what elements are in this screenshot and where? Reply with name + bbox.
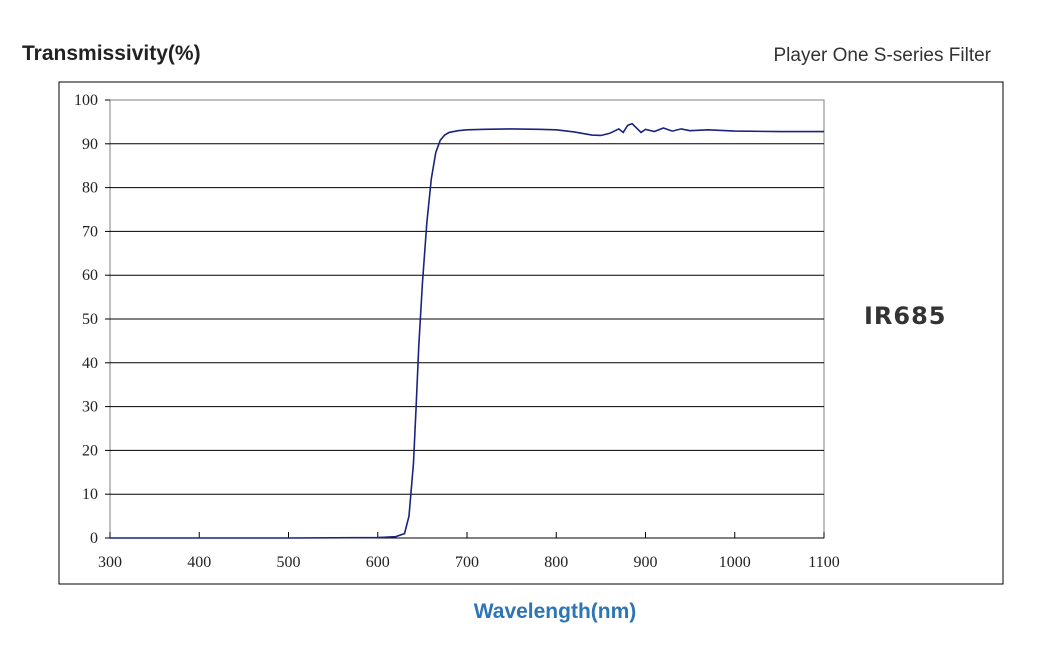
y-tick-label: 60 bbox=[82, 267, 98, 284]
filter-name-label: IR685 bbox=[864, 302, 947, 330]
chart-frame bbox=[58, 81, 1004, 585]
x-tick-label: 500 bbox=[277, 554, 301, 571]
y-tick-label: 20 bbox=[82, 442, 98, 459]
y-tick-label: 50 bbox=[82, 311, 98, 328]
y-tick-label: 30 bbox=[82, 399, 98, 416]
y-tick-label: 40 bbox=[82, 355, 98, 372]
y-axis-title: Transmissivity(%) bbox=[22, 42, 201, 65]
y-axis-ticks: 0 10 20 30 40 50 60 70 80 90 100 bbox=[74, 92, 110, 547]
grid-lines bbox=[110, 143, 824, 495]
transmission-curve bbox=[110, 122, 824, 539]
y-tick-label: 0 bbox=[90, 530, 98, 547]
chart-title: Player One S-series Filter bbox=[773, 45, 991, 66]
x-axis-ticks: 300 400 500 600 700 800 900 1000 1100 bbox=[98, 532, 840, 571]
x-tick-label: 1000 bbox=[719, 554, 751, 571]
x-tick-label: 900 bbox=[634, 554, 658, 571]
x-tick-label: 1100 bbox=[808, 554, 839, 571]
x-tick-label: 800 bbox=[544, 554, 568, 571]
x-tick-label: 300 bbox=[98, 554, 122, 571]
y-tick-label: 70 bbox=[82, 223, 98, 240]
y-tick-label: 100 bbox=[74, 92, 98, 109]
x-tick-label: 700 bbox=[455, 554, 479, 571]
y-tick-label: 80 bbox=[82, 180, 98, 197]
y-tick-label: 10 bbox=[82, 486, 98, 503]
x-axis-title: Wavelength(nm) bbox=[473, 600, 637, 623]
y-tick-label: 90 bbox=[82, 136, 98, 153]
x-tick-label: 400 bbox=[187, 554, 211, 571]
x-tick-label: 600 bbox=[366, 554, 390, 571]
